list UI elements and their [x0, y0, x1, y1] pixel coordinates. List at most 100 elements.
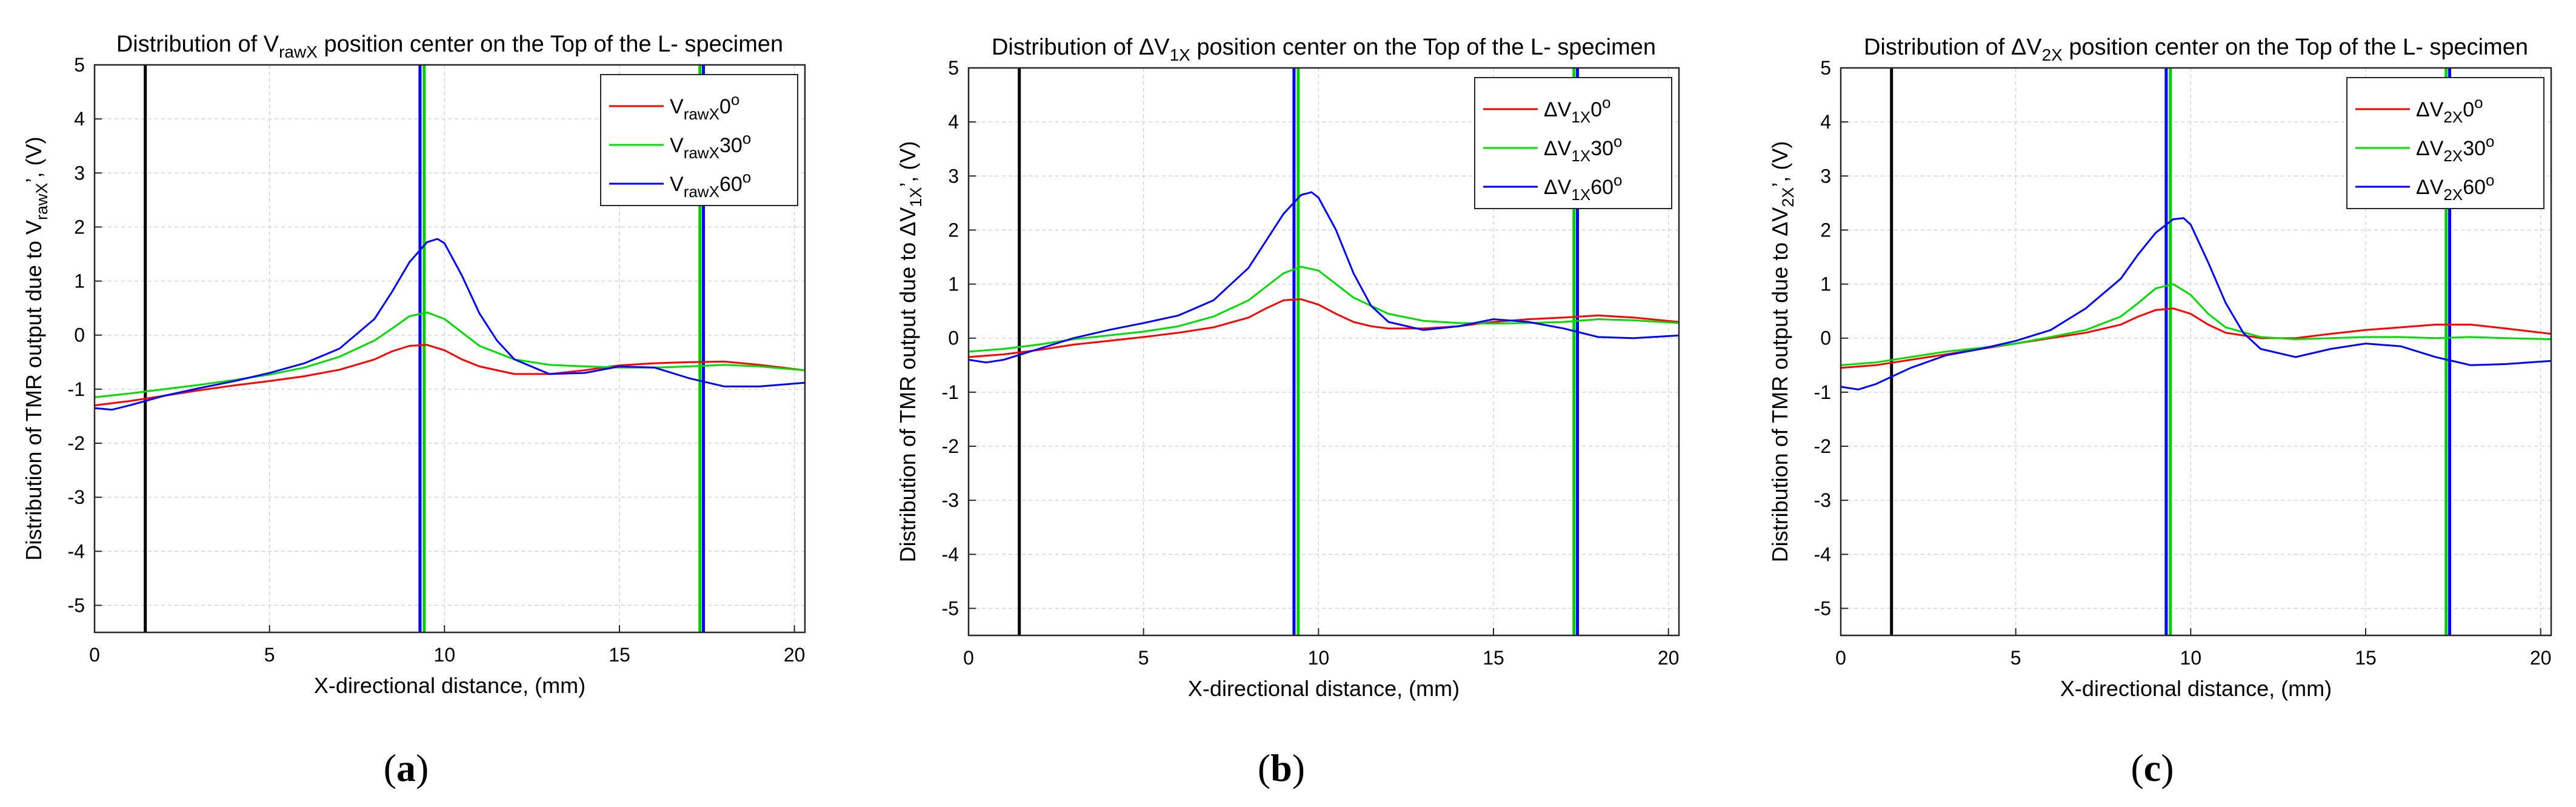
x-tick-label: 15 [609, 644, 630, 666]
series-line-1 [94, 311, 806, 398]
caption-open: ( [384, 746, 396, 789]
legend-degree: o [2486, 171, 2494, 189]
x-tick-label: 5 [264, 644, 275, 666]
legend-subscript: 2X [2443, 186, 2463, 204]
legend-symbol: ΔV [2416, 137, 2444, 160]
legend-value: 60 [719, 173, 742, 196]
x-tick-label: 10 [2180, 647, 2202, 669]
series-line-1 [1840, 283, 2552, 366]
y-tick-label: 3 [1820, 165, 1831, 187]
legend-degree: o [742, 129, 751, 147]
series-line-0 [94, 344, 806, 407]
y-tick-label: 1 [948, 273, 959, 295]
legend-degree: o [1613, 132, 1622, 150]
y-tick-label: 3 [948, 165, 959, 187]
y-tick-label: -4 [1814, 543, 1831, 565]
legend-entry-2: ΔV2X60o [2416, 171, 2495, 204]
x-tick-label: 5 [1138, 647, 1149, 669]
series-line-0 [968, 298, 1680, 358]
title-subscript: 1X [1170, 45, 1191, 64]
x-tick-label: 0 [89, 644, 100, 666]
ylabel-post: ’, (V) [1767, 141, 1792, 187]
legend-entry-1: VrawX30o [670, 129, 751, 162]
x-tick-label: 20 [2530, 647, 2552, 669]
legend-symbol: V [670, 173, 684, 196]
title-pre: Distribution of [1864, 35, 2011, 60]
legend-value: 0 [1590, 98, 1602, 121]
caption-letter: b [1270, 746, 1292, 789]
legend-value: 0 [719, 95, 731, 118]
legend-value: 30 [1590, 137, 1613, 160]
y-tick-label: -4 [68, 540, 85, 562]
title-post: position center on the Top of the L- spe… [2063, 35, 2528, 60]
legend-entry-0: ΔV1X0o [1544, 93, 1611, 126]
y-tick-label: 4 [74, 108, 85, 130]
title-pre: Distribution of [992, 35, 1139, 60]
series-line-2 [968, 191, 1680, 364]
legend-entry-0: ΔV2X0o [2416, 93, 2483, 126]
ylabel-post: ’, (V) [21, 136, 46, 182]
panel-b: 0 5 10 15 20 -5 -4 -3 -2 -1 0 1 2 3 4 5 Distribution of … [895, 35, 1680, 789]
legend-entry-0: VrawX0o [670, 90, 739, 123]
legend-entry-1: ΔV1X30o [1544, 132, 1623, 165]
legend-symbol: ΔV [1544, 98, 1572, 121]
ylabel-pre: Distribution of TMR output due to [895, 236, 920, 563]
x-tick-label: 15 [2355, 647, 2377, 669]
title-symbol: ΔV [2011, 35, 2042, 60]
y-tick-label: 4 [1820, 111, 1831, 133]
y-tick-label: -4 [942, 543, 959, 565]
legend-symbol: V [670, 95, 684, 118]
legend-subscript: 2X [2443, 108, 2463, 126]
axes-frame [93, 64, 806, 634]
legend-symbol: ΔV [2416, 176, 2444, 199]
axes-frame [967, 67, 1680, 637]
y-axis-label: Distribution of TMR output due to VrawX’… [21, 136, 51, 560]
legend-entry-2: VrawX60o [670, 168, 751, 201]
legend-subscript: rawX [684, 144, 719, 162]
caption-open: ( [2131, 746, 2143, 789]
y-tick-label: -1 [1814, 381, 1831, 403]
panel-a: 0 5 10 15 20 -5 -4 -3 -2 -1 0 1 2 3 4 5 Distribution of … [21, 32, 806, 789]
caption-close: ) [2161, 746, 2174, 789]
y-tick-label: -2 [68, 432, 85, 454]
legend-subscript: rawX [684, 182, 719, 201]
chart-title: Distribution of ΔV1X position center on … [992, 35, 1656, 64]
legend-subscript: rawX [684, 105, 719, 123]
x-tick-label: 0 [1835, 647, 1846, 669]
legend-symbol: ΔV [1544, 137, 1572, 160]
legend-degree: o [1613, 171, 1622, 189]
x-axis-label: X-directional distance, (mm) [1188, 676, 1460, 701]
legend-subscript: 1X [1571, 186, 1590, 204]
x-tick-label: 20 [1658, 647, 1680, 669]
legend-degree: o [2474, 93, 2483, 112]
panel-c: 0 5 10 15 20 -5 -4 -3 -2 -1 0 1 2 3 4 5 Distribution of … [1767, 35, 2552, 789]
title-symbol: ΔV [1139, 35, 1170, 60]
legend-degree: o [742, 168, 751, 186]
legend-subscript: 1X [1571, 147, 1590, 165]
y-tick-label: 3 [74, 162, 85, 184]
y-tick-label: -5 [942, 597, 959, 619]
title-post: position center on the Top of the L- spe… [318, 32, 783, 57]
ylabel-symbol: ΔV [895, 207, 920, 236]
ylabel-post: ’, (V) [895, 141, 920, 187]
legend-subscript: 2X [2443, 147, 2463, 165]
y-tick-label: 2 [74, 216, 85, 238]
x-tick-label: 0 [963, 647, 974, 669]
panel-caption: (b) [1258, 746, 1305, 789]
y-tick-label: 0 [948, 327, 959, 349]
legend-value: 30 [2463, 137, 2486, 160]
title-post: position center on the Top of the L- spe… [1190, 35, 1656, 60]
x-tick-label: 10 [434, 644, 456, 666]
ylabel-subscript: 2X [1779, 187, 1797, 207]
axes-frame [1840, 67, 2552, 637]
x-tick-label: 10 [1308, 647, 1330, 669]
legend-value: 60 [1590, 176, 1613, 199]
legend-symbol: ΔV [2416, 98, 2444, 121]
legend-value: 30 [719, 134, 742, 157]
legend-entry-1: ΔV2X30o [2416, 132, 2495, 165]
y-tick-label: 1 [1820, 273, 1831, 295]
x-axis-label: X-directional distance, (mm) [2060, 676, 2332, 701]
y-tick-label: 2 [1820, 219, 1831, 241]
